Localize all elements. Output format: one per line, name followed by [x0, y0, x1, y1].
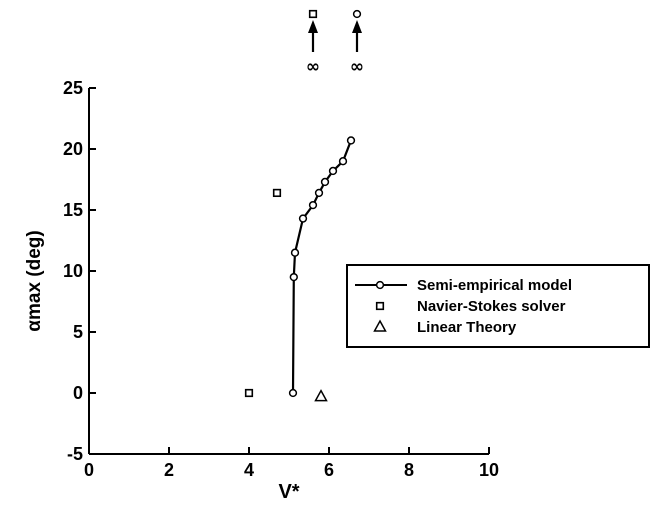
- legend-marker: [375, 280, 385, 290]
- y-tick-label: -5: [67, 444, 83, 464]
- data-point: [244, 388, 254, 398]
- legend-entry: Semi-empirical model: [355, 277, 572, 294]
- legend-box: [346, 264, 650, 348]
- annotation-arrow-head: [308, 20, 318, 33]
- x-tick-label: 4: [244, 460, 254, 480]
- y-tick-label: 0: [73, 383, 83, 403]
- y-axis-title: αmax (deg): [24, 230, 45, 331]
- legend: Semi-empirical model Navier-Stokes solver…: [346, 264, 650, 348]
- series-line-circle: [288, 136, 356, 398]
- series-layer: [244, 136, 356, 402]
- data-point: [314, 389, 328, 402]
- infinity-label: ∞: [350, 57, 364, 77]
- legend-marker: [373, 319, 387, 332]
- y-tick-label: 10: [63, 261, 83, 281]
- legend-entry: Linear Theory: [373, 319, 517, 336]
- annotation-marker: [308, 9, 318, 19]
- y-tick-label: 20: [63, 139, 83, 159]
- legend-label: Navier-Stokes solver: [417, 298, 566, 315]
- series-line: [291, 140, 353, 394]
- y-tick-label: 25: [63, 78, 83, 98]
- data-point: [328, 166, 338, 176]
- legend-entry: Navier-Stokes solver: [375, 298, 566, 315]
- legend-label: Semi-empirical model: [417, 277, 572, 294]
- legend-marker: [375, 301, 385, 311]
- infinity-annotation: ∞: [306, 9, 320, 77]
- data-point: [346, 136, 356, 145]
- x-tick-label: 8: [404, 460, 414, 480]
- y-tick-label: 15: [63, 200, 83, 220]
- data-point: [314, 188, 324, 198]
- data-point: [320, 177, 330, 187]
- annotation-marker: [352, 9, 362, 19]
- series-triangle: [314, 389, 328, 402]
- x-tick-label: 2: [164, 460, 174, 480]
- data-point: [289, 272, 298, 282]
- legend-label: Linear Theory: [417, 319, 517, 336]
- x-tick-label: 0: [84, 460, 94, 480]
- x-axis-title: V*: [278, 481, 299, 503]
- annotation-arrow-head: [352, 20, 362, 33]
- data-point: [288, 388, 298, 398]
- y-tick-label: 5: [73, 322, 83, 342]
- data-point: [290, 248, 300, 257]
- annotations: ∞ ∞: [306, 9, 364, 77]
- series-square: [244, 188, 282, 398]
- data-point: [272, 188, 282, 198]
- x-tick-label: 6: [324, 460, 334, 480]
- x-tick-label: 10: [479, 460, 499, 480]
- data-point: [298, 214, 308, 223]
- data-point: [308, 200, 318, 210]
- infinity-annotation: ∞: [350, 9, 364, 77]
- data-point: [338, 157, 348, 166]
- infinity-label: ∞: [306, 57, 320, 77]
